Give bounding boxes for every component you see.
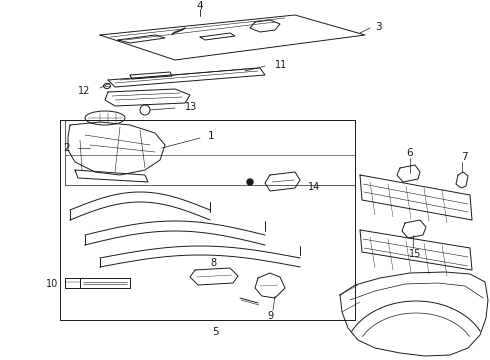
Text: 3: 3 [375,22,382,32]
Text: 14: 14 [308,182,320,192]
Text: 12: 12 [77,86,90,96]
Text: 5: 5 [212,327,219,337]
Text: 1: 1 [208,131,215,141]
Text: 9: 9 [267,311,273,321]
Text: 15: 15 [409,249,421,259]
Text: 6: 6 [407,148,413,158]
Text: 2: 2 [63,143,70,153]
Text: 11: 11 [275,60,287,70]
Text: 7: 7 [461,152,467,162]
Text: 10: 10 [46,279,58,289]
Text: 8: 8 [210,258,216,268]
Text: 4: 4 [196,1,203,11]
Text: 13: 13 [185,102,197,112]
Circle shape [247,179,253,185]
